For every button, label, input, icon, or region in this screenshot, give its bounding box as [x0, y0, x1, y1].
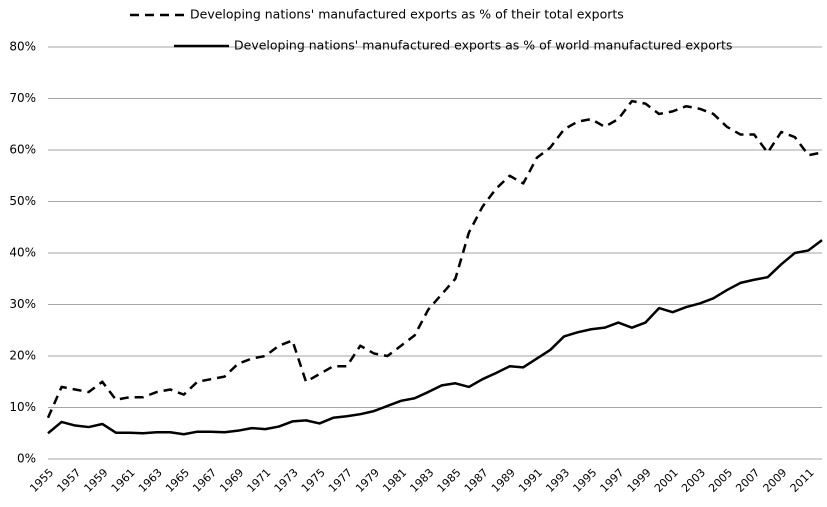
y-tick-label: 70%	[9, 91, 36, 105]
x-tick-label: 1991	[516, 466, 545, 495]
x-tick-label: 1971	[245, 466, 274, 495]
x-tick-label: 1987	[462, 466, 491, 495]
y-tick-label: 50%	[9, 194, 36, 208]
series-line	[46, 99, 823, 419]
x-tick-label: 2005	[706, 466, 735, 495]
x-tick-label: 1969	[217, 466, 246, 495]
x-tick-label: 1993	[543, 466, 572, 495]
x-tick-label: 1985	[435, 466, 464, 495]
x-tick-label: 1989	[489, 466, 518, 495]
y-tick-label: 30%	[9, 297, 36, 311]
x-tick-label: 1999	[625, 466, 654, 495]
x-tick-label: 2007	[733, 466, 762, 495]
x-tick-label: 1957	[54, 466, 83, 495]
x-tick-label: 1975	[299, 466, 328, 495]
x-tick-label: 1983	[407, 466, 436, 495]
x-tick-label: 1995	[570, 466, 599, 495]
x-tick-label: 1965	[163, 466, 192, 495]
x-tick-label: 1961	[109, 466, 138, 495]
x-tick-label: 1997	[598, 466, 627, 495]
y-tick-label: 20%	[9, 349, 36, 363]
series-line	[47, 239, 823, 436]
x-tick-label: 2009	[761, 466, 790, 495]
x-tick-label: 1981	[380, 466, 409, 495]
y-tick-label: 80%	[9, 40, 36, 54]
x-tick-label: 1977	[326, 466, 355, 495]
x-tick-label: 2011	[788, 466, 817, 495]
x-tick-label: 1973	[272, 466, 301, 495]
y-tick-label: 10%	[9, 400, 36, 414]
y-tick-label: 40%	[9, 246, 36, 260]
x-tick-label: 1959	[82, 466, 111, 495]
x-tick-label: 1967	[190, 466, 219, 495]
y-tick-label: 60%	[9, 143, 36, 157]
legend-label: Developing nations' manufactured exports…	[234, 38, 732, 53]
x-tick-label: 1979	[353, 466, 382, 495]
x-tick-label: 2003	[679, 466, 708, 495]
y-tick-label: 0%	[17, 452, 36, 466]
legend-label: Developing nations' manufactured exports…	[190, 7, 624, 22]
x-tick-label: 1955	[27, 466, 56, 495]
x-tick-label: 1963	[136, 466, 165, 495]
x-tick-label: 2001	[652, 466, 681, 495]
